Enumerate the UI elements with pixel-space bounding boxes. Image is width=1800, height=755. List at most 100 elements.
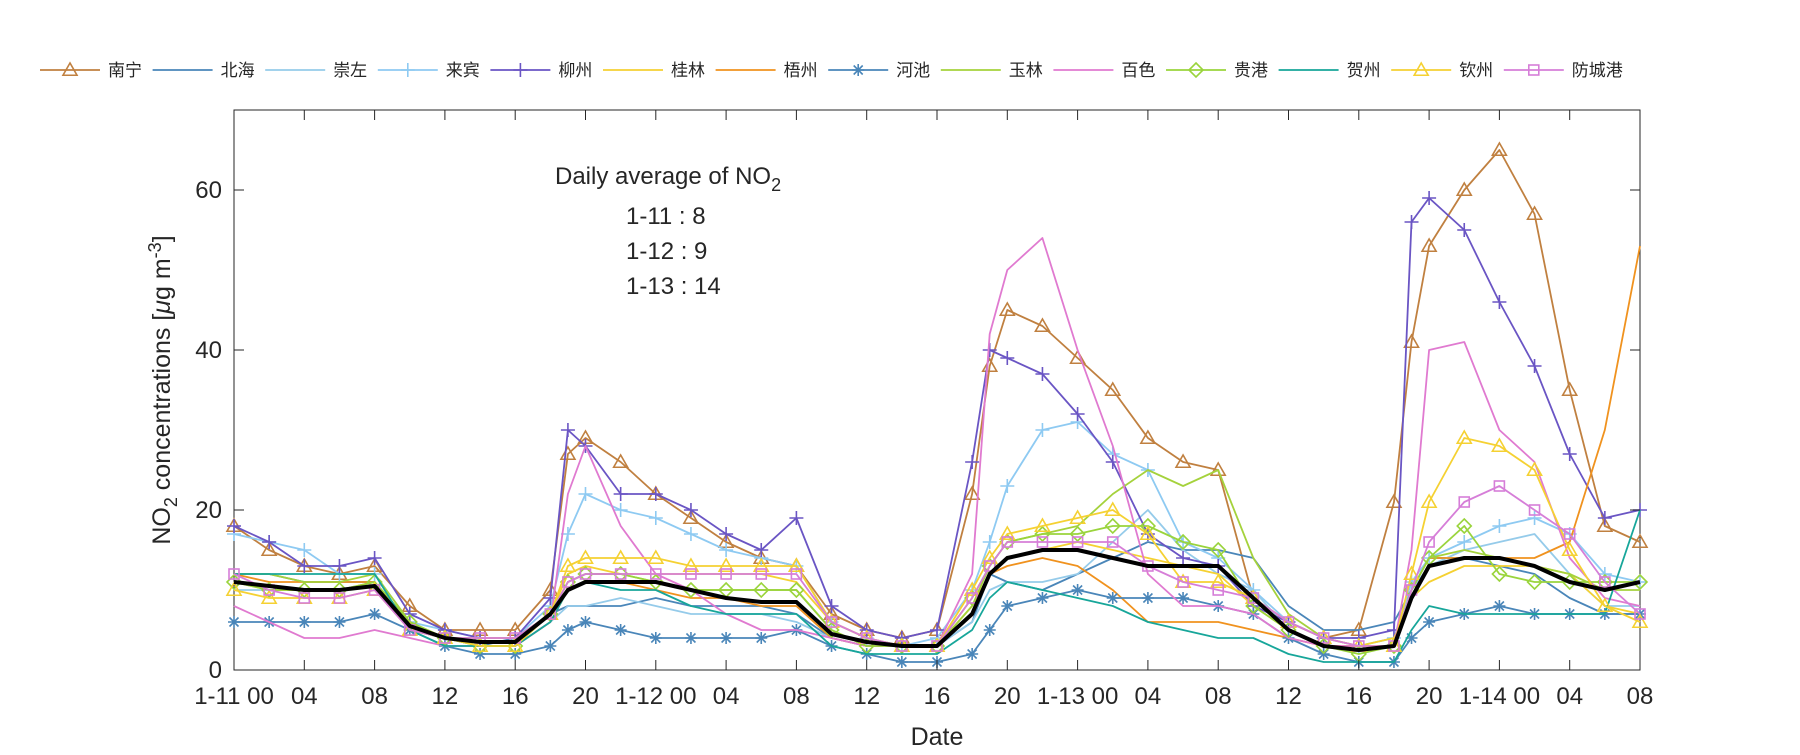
y-tick-label: 20 — [195, 497, 222, 524]
legend-label: 玉林 — [1009, 61, 1043, 80]
series-3-point — [297, 543, 312, 557]
series-4-point — [613, 487, 628, 501]
series-13-point — [333, 592, 346, 604]
series-7-point — [720, 632, 733, 644]
series-7-point — [368, 608, 381, 620]
series-12-point — [1561, 541, 1579, 557]
legend-label: 河池 — [896, 61, 930, 80]
series-12-point — [788, 557, 805, 573]
series-13-point — [1212, 584, 1224, 596]
series-7-point — [1036, 592, 1049, 604]
x-tick-label: 08 — [361, 683, 388, 710]
legend-label: 柳州 — [558, 61, 592, 80]
series-3-point — [982, 535, 997, 549]
series-4-point — [1527, 359, 1542, 373]
series-13-point — [1177, 576, 1189, 588]
legend-label: 桂林 — [671, 61, 705, 80]
series-13-point — [1599, 576, 1611, 588]
x-tick-label: 1-11 00 — [194, 683, 274, 710]
series-7-point — [983, 624, 996, 636]
series-13-point — [1282, 616, 1295, 628]
legend-entry: 柳州 — [490, 61, 592, 80]
series-13-point — [544, 608, 557, 620]
series-13-point — [1001, 536, 1014, 548]
series-12-point — [1455, 429, 1473, 445]
series-0-point — [1491, 141, 1508, 157]
series-12-point — [612, 549, 630, 565]
series-13-point — [790, 568, 803, 580]
series-3-point — [648, 511, 663, 525]
series-3-point — [1457, 535, 1472, 549]
series-0-point — [1596, 517, 1614, 533]
series-4-point — [719, 527, 734, 541]
x-tick-label: 16 — [924, 683, 951, 710]
legend-swatch-marker — [1187, 61, 1205, 79]
series-3-point — [719, 543, 734, 557]
x-tick-label: 04 — [291, 683, 318, 710]
y-tick-label: 0 — [209, 657, 222, 684]
series-7-point — [966, 648, 979, 660]
series-12-point — [1526, 461, 1543, 477]
x-axis-title: Date — [911, 723, 964, 750]
x-tick-label: 1-12 00 — [615, 683, 696, 710]
series-13-point — [1071, 536, 1084, 548]
series-7-point — [755, 632, 768, 644]
series-4-point — [754, 543, 769, 557]
series-10-point — [753, 581, 770, 599]
series-7-point — [1423, 616, 1436, 628]
series-4-point — [1457, 223, 1472, 237]
series-7-point — [298, 616, 311, 628]
series-3-point — [1492, 519, 1507, 533]
series-12-line — [233, 437, 1641, 647]
series-12-point — [647, 549, 665, 565]
series-12-point — [559, 557, 577, 573]
x-tick-label: 20 — [994, 683, 1021, 710]
series-4-point — [824, 599, 839, 613]
series-13-point — [649, 568, 662, 580]
series-3-point — [1000, 479, 1015, 493]
series-10-point — [1456, 517, 1473, 535]
series-4-point — [560, 423, 575, 437]
legend-swatch-marker — [852, 64, 865, 76]
series-3-point — [578, 487, 593, 501]
series-0-point — [1403, 333, 1420, 349]
series-12-point — [1596, 597, 1614, 613]
series-4-point — [367, 551, 382, 565]
legend-swatch-marker — [1528, 64, 1540, 76]
series-7-point — [1106, 592, 1119, 604]
legend-entry: 来宾 — [377, 61, 480, 80]
series-4-point — [1562, 447, 1577, 461]
legend-entry: 百色 — [1053, 61, 1155, 80]
legend-swatch-marker — [61, 61, 79, 77]
series-10-point — [1631, 573, 1649, 591]
series-10-point — [1210, 541, 1227, 559]
series-4-point — [1035, 367, 1050, 381]
annotation-line-1-12: 1-12 : 9 — [626, 238, 707, 265]
annotation-line-1-11: 1-11 : 8 — [626, 203, 706, 230]
series-3-point — [613, 503, 628, 517]
x-tick-label: 08 — [1627, 683, 1654, 710]
series-13-point — [562, 576, 574, 588]
series-13-point — [1528, 504, 1541, 516]
series-13-point — [1423, 536, 1435, 548]
x-tick-label: 16 — [502, 683, 529, 710]
x-tick-label: 1-13 00 — [1037, 683, 1118, 710]
series-4-point — [930, 623, 944, 637]
x-tick-label: 08 — [1205, 683, 1232, 710]
series-13-line — [233, 485, 1641, 647]
series-4-point — [262, 535, 277, 549]
series-4-point — [1404, 215, 1419, 229]
series-12-point — [717, 557, 735, 573]
series-12-point — [1403, 565, 1420, 581]
legend-label: 梧州 — [784, 61, 818, 80]
series-3-point — [1527, 511, 1542, 525]
legend-entry: 崇左 — [265, 61, 367, 80]
x-tick-label: 12 — [432, 683, 459, 710]
series-13-point — [579, 568, 592, 580]
legend-label: 防城港 — [1572, 61, 1623, 80]
series-13-point — [720, 568, 732, 580]
series-0-point — [682, 509, 700, 525]
series-13-point — [614, 568, 627, 580]
legend-swatch-marker — [1412, 61, 1430, 77]
legend-label: 崇左 — [333, 61, 367, 80]
